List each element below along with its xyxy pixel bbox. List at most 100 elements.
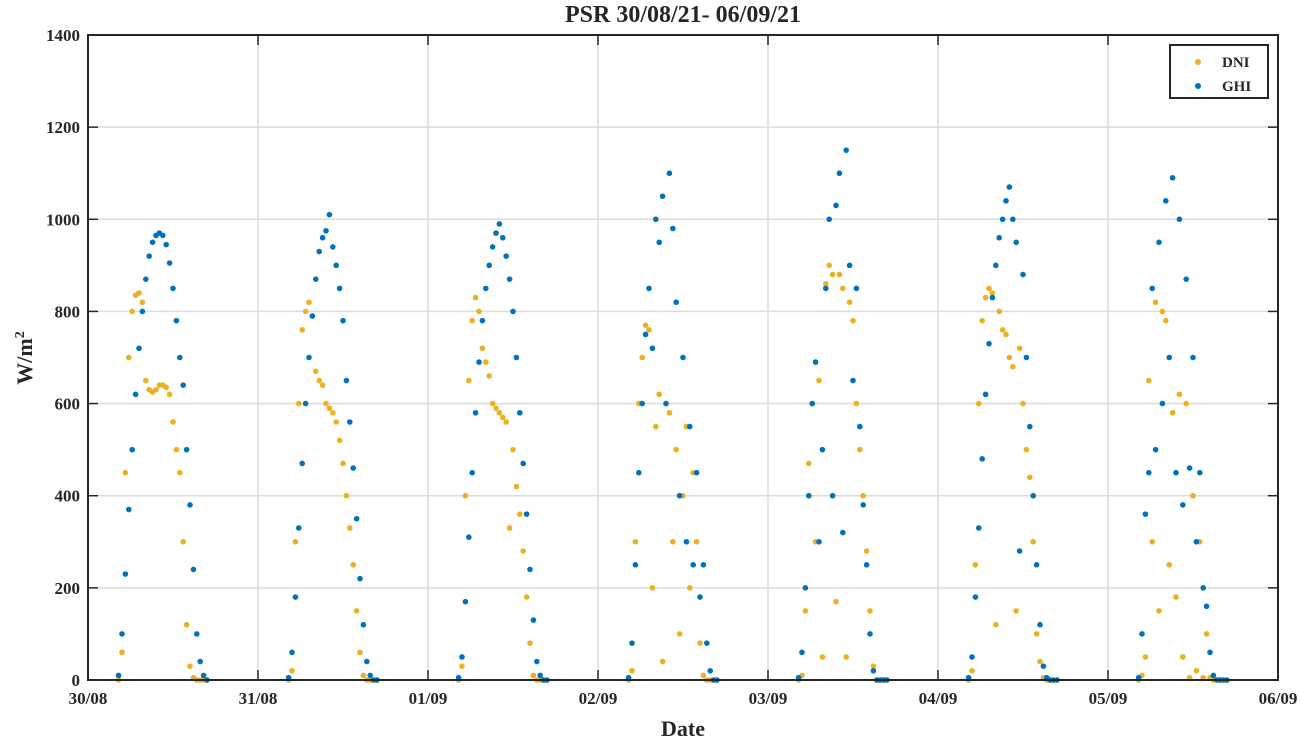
ghi-point bbox=[690, 562, 696, 568]
ghi-point bbox=[860, 502, 866, 508]
dni-point bbox=[1193, 667, 1200, 674]
grid bbox=[87, 34, 1279, 681]
dni-point bbox=[816, 377, 822, 384]
ghi-point bbox=[867, 631, 873, 637]
ghi-point bbox=[1169, 175, 1176, 181]
dni-point bbox=[1020, 400, 1026, 407]
dni-point bbox=[632, 538, 639, 545]
ghi-point bbox=[357, 575, 363, 582]
ghi-point bbox=[1156, 239, 1162, 246]
ghi-point bbox=[170, 285, 176, 292]
dni-point bbox=[187, 663, 193, 669]
legend-label-dni: DNI bbox=[1222, 55, 1250, 71]
dni-point bbox=[867, 608, 873, 614]
y-axis-label-sup: 2 bbox=[13, 331, 28, 338]
ghi-point bbox=[146, 253, 152, 259]
ghi-point bbox=[653, 216, 659, 223]
dni-point bbox=[476, 308, 482, 315]
dni-point bbox=[173, 446, 180, 453]
ghi-point bbox=[1146, 469, 1152, 476]
y-tick-label: 400 bbox=[55, 487, 81, 506]
dni-point bbox=[459, 663, 465, 669]
dni-point bbox=[527, 640, 533, 646]
dni-point bbox=[642, 322, 649, 329]
ghi-point bbox=[343, 377, 350, 384]
ghi-point bbox=[1210, 672, 1217, 679]
ghi-point bbox=[302, 400, 309, 407]
dni-point bbox=[336, 437, 343, 444]
ghi-point bbox=[1190, 354, 1196, 361]
dni-point bbox=[517, 511, 523, 517]
dni-point bbox=[1016, 345, 1023, 352]
ghi-point bbox=[704, 640, 710, 646]
dni-point bbox=[1176, 391, 1183, 398]
ghi-point bbox=[299, 460, 306, 467]
dni-point bbox=[357, 649, 363, 656]
ghi-point bbox=[670, 225, 676, 232]
y-tick-label: 200 bbox=[55, 579, 81, 598]
dni-point bbox=[483, 359, 489, 365]
dni-point bbox=[979, 317, 985, 324]
dni-point bbox=[1023, 446, 1030, 453]
ghi-point bbox=[642, 331, 649, 338]
dni-point bbox=[360, 672, 367, 679]
ghi-point bbox=[319, 234, 326, 241]
dni-point bbox=[1146, 377, 1152, 384]
ghi-point bbox=[143, 276, 149, 282]
ghi-point bbox=[500, 234, 506, 241]
ghi-point bbox=[870, 667, 877, 674]
ghi-point bbox=[1186, 465, 1193, 471]
ghi-point bbox=[806, 492, 812, 499]
ghi-point bbox=[1003, 198, 1009, 204]
ghi-point bbox=[1197, 469, 1203, 476]
ghi-point bbox=[506, 276, 513, 282]
ghi-point bbox=[1163, 198, 1169, 204]
dni-point bbox=[489, 400, 496, 407]
dni-point bbox=[860, 492, 866, 499]
dni-point bbox=[163, 384, 169, 391]
ghi-point bbox=[496, 221, 503, 227]
ghi-point bbox=[843, 147, 849, 153]
data-points bbox=[115, 147, 1230, 683]
dni-point bbox=[999, 327, 1006, 333]
ghi-point bbox=[1040, 663, 1047, 669]
ghi-point bbox=[629, 640, 635, 646]
ghi-point bbox=[707, 667, 713, 674]
ghi-point bbox=[1173, 469, 1179, 476]
ghi-point bbox=[1010, 216, 1016, 223]
x-axis-label: Date bbox=[661, 716, 705, 739]
ghi-point bbox=[149, 239, 156, 246]
dni-point bbox=[649, 585, 656, 591]
ghi-point bbox=[479, 317, 486, 324]
dni-point bbox=[500, 414, 506, 421]
ghi-point bbox=[1142, 511, 1149, 517]
dni-point bbox=[826, 262, 832, 269]
ghi-point bbox=[336, 285, 343, 292]
ghi-point bbox=[816, 538, 822, 545]
dni-point bbox=[1203, 631, 1210, 637]
ghi-point bbox=[700, 562, 707, 568]
dni-point bbox=[1013, 608, 1019, 614]
dni-point bbox=[670, 538, 676, 545]
dni-point bbox=[523, 594, 530, 600]
ghi-point bbox=[200, 672, 207, 679]
legend-marker-ghi bbox=[1195, 83, 1201, 89]
dni-point bbox=[857, 446, 863, 453]
ghi-point bbox=[673, 299, 679, 306]
dni-point bbox=[1190, 492, 1196, 499]
dni-point bbox=[520, 548, 526, 554]
legend-box bbox=[1169, 44, 1269, 99]
dni-point bbox=[819, 654, 826, 660]
dni-point bbox=[666, 409, 673, 416]
dni-point bbox=[469, 317, 476, 324]
ghi-point bbox=[1166, 354, 1172, 361]
dni-point bbox=[513, 483, 520, 490]
dni-point bbox=[326, 405, 333, 411]
ghi-point bbox=[632, 562, 639, 568]
dni-point bbox=[299, 327, 306, 333]
dni-point bbox=[1149, 538, 1155, 545]
ghi-point bbox=[663, 400, 669, 407]
ghi-point bbox=[326, 211, 333, 218]
dni-point bbox=[153, 386, 159, 393]
ghi-point bbox=[802, 585, 809, 591]
